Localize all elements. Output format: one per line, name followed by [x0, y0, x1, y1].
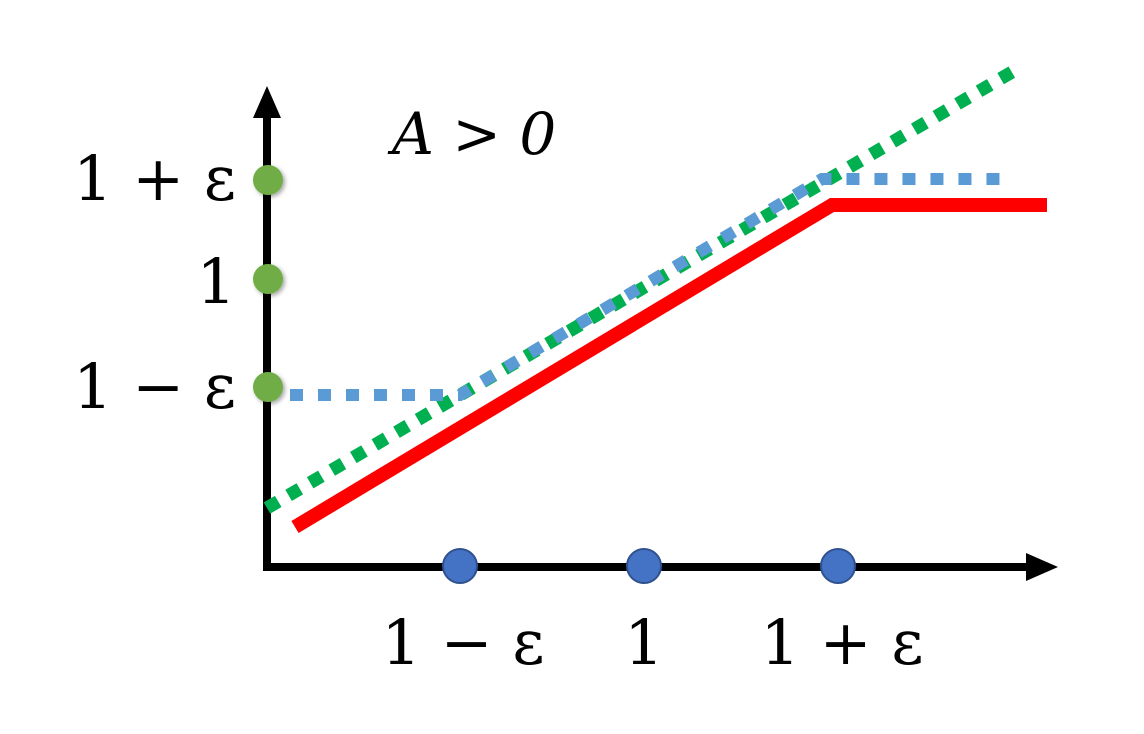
y-marker-1-minus-eps	[253, 372, 283, 402]
x-tick-label: 1 + ε	[761, 606, 924, 679]
y-axis-arrowhead	[253, 86, 281, 118]
x-tick-label: 1	[624, 606, 663, 679]
clipped-ratio-line	[290, 173, 1012, 401]
clipped-objective-line	[291, 198, 1047, 534]
y-marker-1	[253, 264, 283, 294]
x-axis-arrowhead	[1026, 553, 1058, 581]
x-tick-label: 1 − ε	[382, 606, 545, 679]
y-tick-label: 1 + ε	[73, 142, 236, 215]
x-marker-1-plus-eps	[820, 548, 856, 584]
y-marker-1-plus-eps	[253, 165, 283, 195]
y-tick-label: 1 − ε	[73, 350, 236, 423]
diagram-title: A > 0	[387, 100, 556, 168]
unclipped-objective-line	[263, 66, 1016, 514]
x-marker-1-minus-eps	[442, 548, 478, 584]
x-marker-1	[626, 548, 662, 584]
y-tick-label: 1	[197, 245, 236, 318]
